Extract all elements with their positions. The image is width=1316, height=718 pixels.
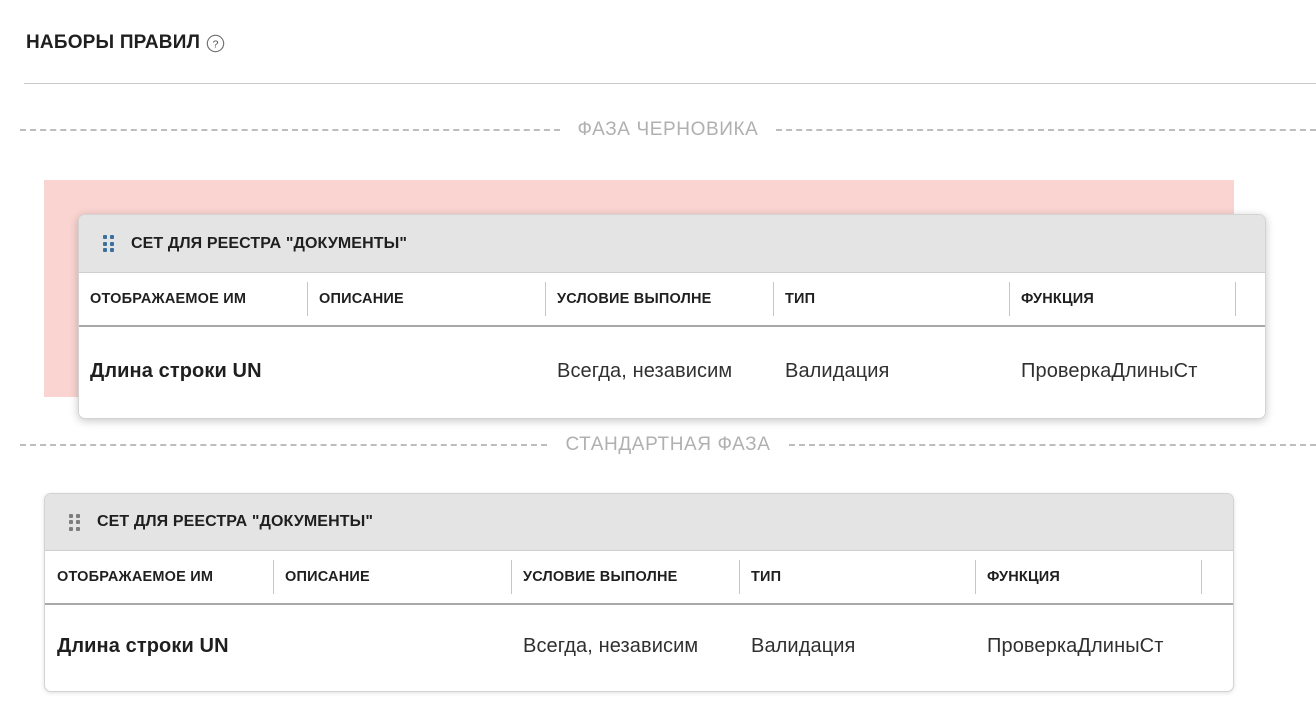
page-title: НАБОРЫ ПРАВИЛ bbox=[26, 32, 201, 53]
cell-condition: Всегда, независим bbox=[557, 359, 733, 382]
cell-function: ПроверкаДлиныСт bbox=[1021, 359, 1198, 382]
cell-function: ПроверкаДлиныСт bbox=[987, 634, 1164, 657]
column-header-type[interactable]: ТИП bbox=[773, 273, 1009, 325]
question-circle-icon[interactable]: ? bbox=[206, 34, 225, 53]
column-header-function[interactable]: ФУНКЦИЯ bbox=[975, 551, 1201, 603]
rules-table: ОТОБРАЖАЕМОЕ ИМ ОПИСАНИЕ УСЛОВИЕ ВЫПОЛНЕ… bbox=[45, 551, 1233, 687]
ruleset-card-standard[interactable]: СЕТ ДЛЯ РЕЕСТРА "ДОКУМЕНТЫ" ОТОБРАЖАЕМОЕ… bbox=[44, 493, 1234, 692]
cell-type: Валидация bbox=[751, 634, 856, 657]
cell-extra bbox=[1235, 327, 1265, 415]
phase-divider-standard: СТАНДАРТНАЯ ФАЗА bbox=[20, 433, 1316, 457]
svg-text:?: ? bbox=[213, 39, 219, 50]
cell-description bbox=[273, 605, 511, 687]
column-header-description[interactable]: ОПИСАНИЕ bbox=[273, 551, 511, 603]
rules-table: ОТОБРАЖАЕМОЕ ИМ ОПИСАНИЕ УСЛОВИЕ ВЫПОЛНЕ… bbox=[79, 273, 1265, 415]
drag-handle-icon[interactable] bbox=[103, 235, 114, 252]
title-divider bbox=[24, 83, 1316, 84]
phase-label-draft: ФАЗА ЧЕРНОВИКА bbox=[577, 119, 759, 140]
column-header-description[interactable]: ОПИСАНИЕ bbox=[307, 273, 545, 325]
phase-line-left bbox=[20, 444, 548, 446]
drag-handle-icon[interactable] bbox=[69, 513, 80, 531]
cell-description bbox=[307, 327, 545, 415]
cell-display-name: Длина строки UN bbox=[57, 634, 229, 657]
ruleset-card-title: СЕТ ДЛЯ РЕЕСТРА "ДОКУМЕНТЫ" bbox=[131, 234, 408, 252]
phase-line-right bbox=[776, 129, 1316, 131]
ruleset-card-dragging[interactable]: СЕТ ДЛЯ РЕЕСТРА "ДОКУМЕНТЫ" ОТОБРАЖАЕМОЕ… bbox=[78, 214, 1266, 419]
page-title-row: НАБОРЫ ПРАВИЛ ? bbox=[26, 32, 225, 54]
cell-condition: Всегда, независим bbox=[523, 634, 699, 657]
phase-label-standard: СТАНДАРТНАЯ ФАЗА bbox=[565, 434, 771, 455]
column-header-condition[interactable]: УСЛОВИЕ ВЫПОЛНЕ bbox=[545, 273, 773, 325]
phase-line-left bbox=[20, 129, 560, 131]
column-header-type[interactable]: ТИП bbox=[739, 551, 975, 603]
column-header-condition[interactable]: УСЛОВИЕ ВЫПОЛНЕ bbox=[511, 551, 739, 603]
column-header-display-name[interactable]: ОТОБРАЖАЕМОЕ ИМ bbox=[90, 291, 247, 307]
cell-type: Валидация bbox=[785, 359, 890, 382]
phase-line-right bbox=[788, 444, 1316, 446]
table-header-row: ОТОБРАЖАЕМОЕ ИМ ОПИСАНИЕ УСЛОВИЕ ВЫПОЛНЕ… bbox=[79, 273, 1265, 327]
ruleset-card-title: СЕТ ДЛЯ РЕЕСТРА "ДОКУМЕНТЫ" bbox=[97, 513, 374, 530]
cell-extra bbox=[1201, 605, 1233, 687]
phase-divider-draft: ФАЗА ЧЕРНОВИКА bbox=[20, 118, 1316, 142]
table-header-row: ОТОБРАЖАЕМОЕ ИМ ОПИСАНИЕ УСЛОВИЕ ВЫПОЛНЕ… bbox=[45, 551, 1233, 605]
cell-display-name: Длина строки UN bbox=[90, 359, 262, 382]
ruleset-card-header[interactable]: СЕТ ДЛЯ РЕЕСТРА "ДОКУМЕНТЫ" bbox=[45, 494, 1233, 551]
table-row[interactable]: Длина строки UN Всегда, независим Валида… bbox=[79, 327, 1265, 415]
table-row[interactable]: Длина строки UN Всегда, независим Валида… bbox=[45, 605, 1233, 687]
column-header-display-name[interactable]: ОТОБРАЖАЕМОЕ ИМ bbox=[57, 569, 214, 585]
column-header-extra[interactable] bbox=[1235, 273, 1265, 325]
page-header: НАБОРЫ ПРАВИЛ ? bbox=[0, 0, 1316, 84]
ruleset-card-header[interactable]: СЕТ ДЛЯ РЕЕСТРА "ДОКУМЕНТЫ" bbox=[79, 215, 1265, 273]
column-header-extra[interactable] bbox=[1201, 551, 1233, 603]
column-header-function[interactable]: ФУНКЦИЯ bbox=[1009, 273, 1235, 325]
